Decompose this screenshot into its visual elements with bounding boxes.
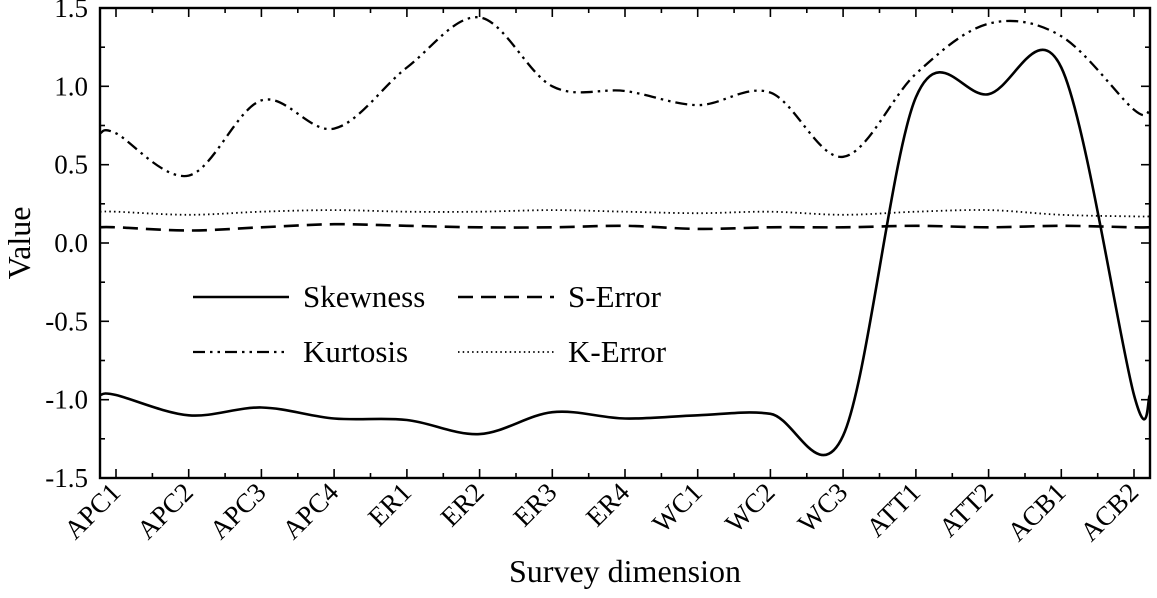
x-tick-label: APC2 <box>131 477 199 545</box>
series-group <box>100 16 1150 457</box>
y-tick-label: -0.5 <box>45 306 88 336</box>
y-tick-label: 0.5 <box>54 150 88 180</box>
axis-ticks <box>100 7 1150 479</box>
series-s-error-line <box>100 222 1150 232</box>
x-tick-label: ER3 <box>507 477 562 532</box>
x-tick-label: ACB1 <box>1002 477 1072 547</box>
x-tick-label: WC1 <box>646 477 708 539</box>
legend-label-kurtosis: Kurtosis <box>303 334 408 369</box>
x-tick-label: ER4 <box>580 477 636 533</box>
legend: Skewness S-Error Kurtosis K-Error <box>193 279 667 369</box>
x-tick-label: ATT1 <box>860 477 926 543</box>
x-tick-labels: APC1 APC2 APC3 APC4 ER1 ER2 ER3 ER4 WC1 WC2 WC3 ATT… <box>58 477 1144 547</box>
x-tick-label: ACB2 <box>1074 477 1144 547</box>
x-tick-label: ER2 <box>435 477 490 532</box>
x-tick-label: WC3 <box>792 477 854 539</box>
x-tick-label: ER1 <box>362 477 417 532</box>
y-axis-title: Value <box>1 207 37 280</box>
x-axis-title: Survey dimension <box>509 553 741 589</box>
series-skewness-line <box>100 48 1150 457</box>
x-tick-label: ATT2 <box>933 477 999 543</box>
x-tick-label: WC2 <box>719 477 781 539</box>
y-tick-label: 0.0 <box>54 228 88 258</box>
series-k-error-line <box>100 209 1150 218</box>
legend-label-skewness: Skewness <box>303 279 425 314</box>
series-kurtosis-line <box>100 16 1150 178</box>
legend-label-s-error: S-Error <box>568 279 662 314</box>
y-tick-labels: -1.5 -1.0 -0.5 0.0 0.5 1.0 1.5 <box>45 0 88 493</box>
y-tick-label: 1.5 <box>54 0 88 23</box>
y-tick-label: -1.0 <box>45 385 88 415</box>
x-tick-label: APC4 <box>276 477 344 545</box>
y-tick-label: 1.0 <box>54 71 88 101</box>
legend-label-k-error: K-Error <box>568 334 667 369</box>
y-tick-label: -1.5 <box>45 463 88 493</box>
x-tick-label: APC3 <box>204 477 272 545</box>
